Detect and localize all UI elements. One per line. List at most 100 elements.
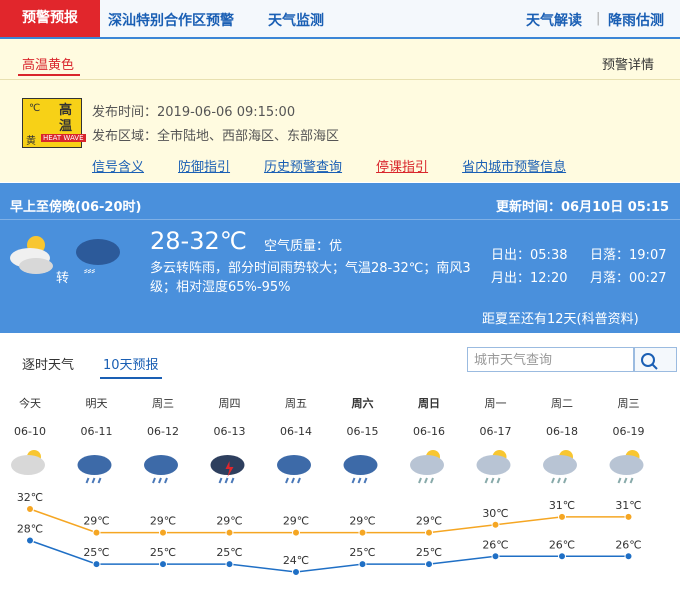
temp-point	[425, 528, 433, 537]
turn: 转	[56, 271, 70, 286]
temp-point	[491, 552, 500, 561]
weekday: 今天	[19, 396, 41, 410]
label: 发布时间：	[92, 105, 158, 120]
temp-label: 29℃	[349, 515, 375, 528]
nav-tab[interactable]: 预警预报	[0, 0, 100, 37]
value: 12:20	[530, 271, 568, 286]
nav-tab[interactable]: 深汕特别合作区预警	[108, 13, 234, 29]
temp-point	[425, 560, 433, 569]
search-button[interactable]	[634, 347, 677, 372]
value: 2019-06-06 09:15:00	[157, 105, 296, 120]
period: 早上至傍晚(06-20时)	[10, 200, 142, 215]
rain	[551, 477, 567, 484]
warning-panel: 高温黄色 预警详情 ℃ 高 温 黄 HEAT WAVE 发布时间：2019-06…	[0, 39, 680, 182]
temp-label: 29℃	[83, 515, 109, 528]
warning-tab[interactable]: 高温黄色	[22, 58, 75, 73]
temp-point	[292, 528, 300, 537]
warning-link[interactable]: 信号含义	[92, 160, 145, 175]
rain	[484, 477, 501, 484]
temp-label: 30℃	[482, 507, 508, 520]
temp-label: 29℃	[416, 515, 442, 528]
value: 19:07	[629, 248, 667, 263]
rain	[85, 477, 102, 484]
temp-point	[159, 528, 167, 537]
tab-underline	[100, 377, 162, 379]
nav-tab[interactable]: 天气监测	[268, 13, 324, 29]
temp-point	[624, 552, 633, 561]
weather-icon	[11, 450, 45, 475]
temp-label: 31℃	[615, 499, 641, 512]
rain	[152, 477, 168, 484]
weather-icon	[343, 455, 378, 484]
search-input[interactable]: 城市天气查询	[467, 347, 634, 372]
cloud	[343, 455, 378, 475]
sun: 日出：05:38	[491, 244, 567, 263]
temp-point	[92, 560, 101, 569]
value: 全市陆地、西部海区、东部海区	[157, 129, 340, 144]
value: 05:38	[530, 248, 568, 263]
nav-link[interactable]: 降雨估测	[608, 13, 664, 29]
icon-text: 高	[59, 103, 73, 118]
temp-point	[26, 536, 34, 545]
warning-link[interactable]: 停课指引	[376, 160, 429, 175]
temp-point	[159, 560, 167, 569]
cloud	[410, 455, 444, 475]
weather-icon	[77, 455, 112, 484]
forecast-tab[interactable]: 10天预报	[103, 358, 159, 373]
date: 06-13	[214, 425, 246, 438]
weekday: 明天	[86, 397, 108, 410]
value: 优	[329, 239, 343, 254]
temp-label: 26℃	[482, 538, 508, 551]
temp-label: 32℃	[17, 491, 43, 504]
aqi: 空气质量：优	[264, 235, 342, 254]
temp: 28-32℃	[150, 227, 247, 255]
weekday: 周三	[618, 397, 640, 410]
rain	[617, 477, 634, 484]
icon-en: HEAT WAVE	[41, 134, 86, 142]
temp-label: 31℃	[549, 499, 575, 512]
temp-point	[26, 505, 34, 513]
warning-link[interactable]: 省内城市预警信息	[462, 160, 567, 175]
temp-point	[624, 512, 633, 521]
cloud	[144, 455, 178, 475]
rain	[218, 477, 235, 484]
warning-link[interactable]: 历史预警查询	[264, 160, 343, 175]
label: 空气质量：	[264, 239, 330, 254]
cloud	[609, 455, 644, 475]
warning-icon: ℃ 高 温 黄 HEAT WAVE	[22, 98, 86, 148]
weather-icon	[277, 455, 311, 484]
cloud	[11, 455, 45, 475]
temp-line	[29, 508, 629, 534]
temp-label: 25℃	[83, 546, 109, 559]
date: 06-11	[81, 425, 113, 438]
rain	[351, 477, 368, 484]
temp-label: 25℃	[416, 546, 442, 559]
date: 06-18	[546, 425, 578, 438]
warning-link[interactable]: 防御指引	[178, 160, 231, 175]
weekday: 周三	[152, 397, 174, 410]
label: 日落：	[590, 248, 630, 263]
rain	[285, 477, 301, 484]
summer-note[interactable]: 距夏至还有12天(科普资料)	[482, 312, 639, 327]
date: 06-15	[347, 425, 379, 438]
cloud	[210, 455, 245, 475]
value: 06月10日 05:15	[561, 200, 670, 215]
details-link[interactable]: 预警详情	[602, 58, 655, 73]
moon: 月落：00:27	[590, 267, 666, 286]
date: 06-19	[613, 425, 645, 438]
temp-point	[358, 528, 367, 537]
cloud	[277, 455, 311, 475]
weather-icon	[543, 450, 577, 484]
date: 06-12	[147, 425, 179, 438]
label: 更新时间：	[496, 200, 562, 215]
divider	[0, 219, 680, 220]
warning-links: 信号含义 防御指引 历史预警查询 停课指引 省内城市预警信息	[92, 156, 566, 175]
nav-link[interactable]: 天气解读	[526, 13, 582, 29]
date: 06-17	[480, 425, 512, 438]
forecast-tab[interactable]: 逐时天气	[22, 358, 75, 373]
sun: 日落：19:07	[590, 244, 666, 263]
bolt	[225, 461, 234, 477]
weekday: 周四	[219, 397, 241, 410]
value: 00:27	[629, 271, 667, 286]
